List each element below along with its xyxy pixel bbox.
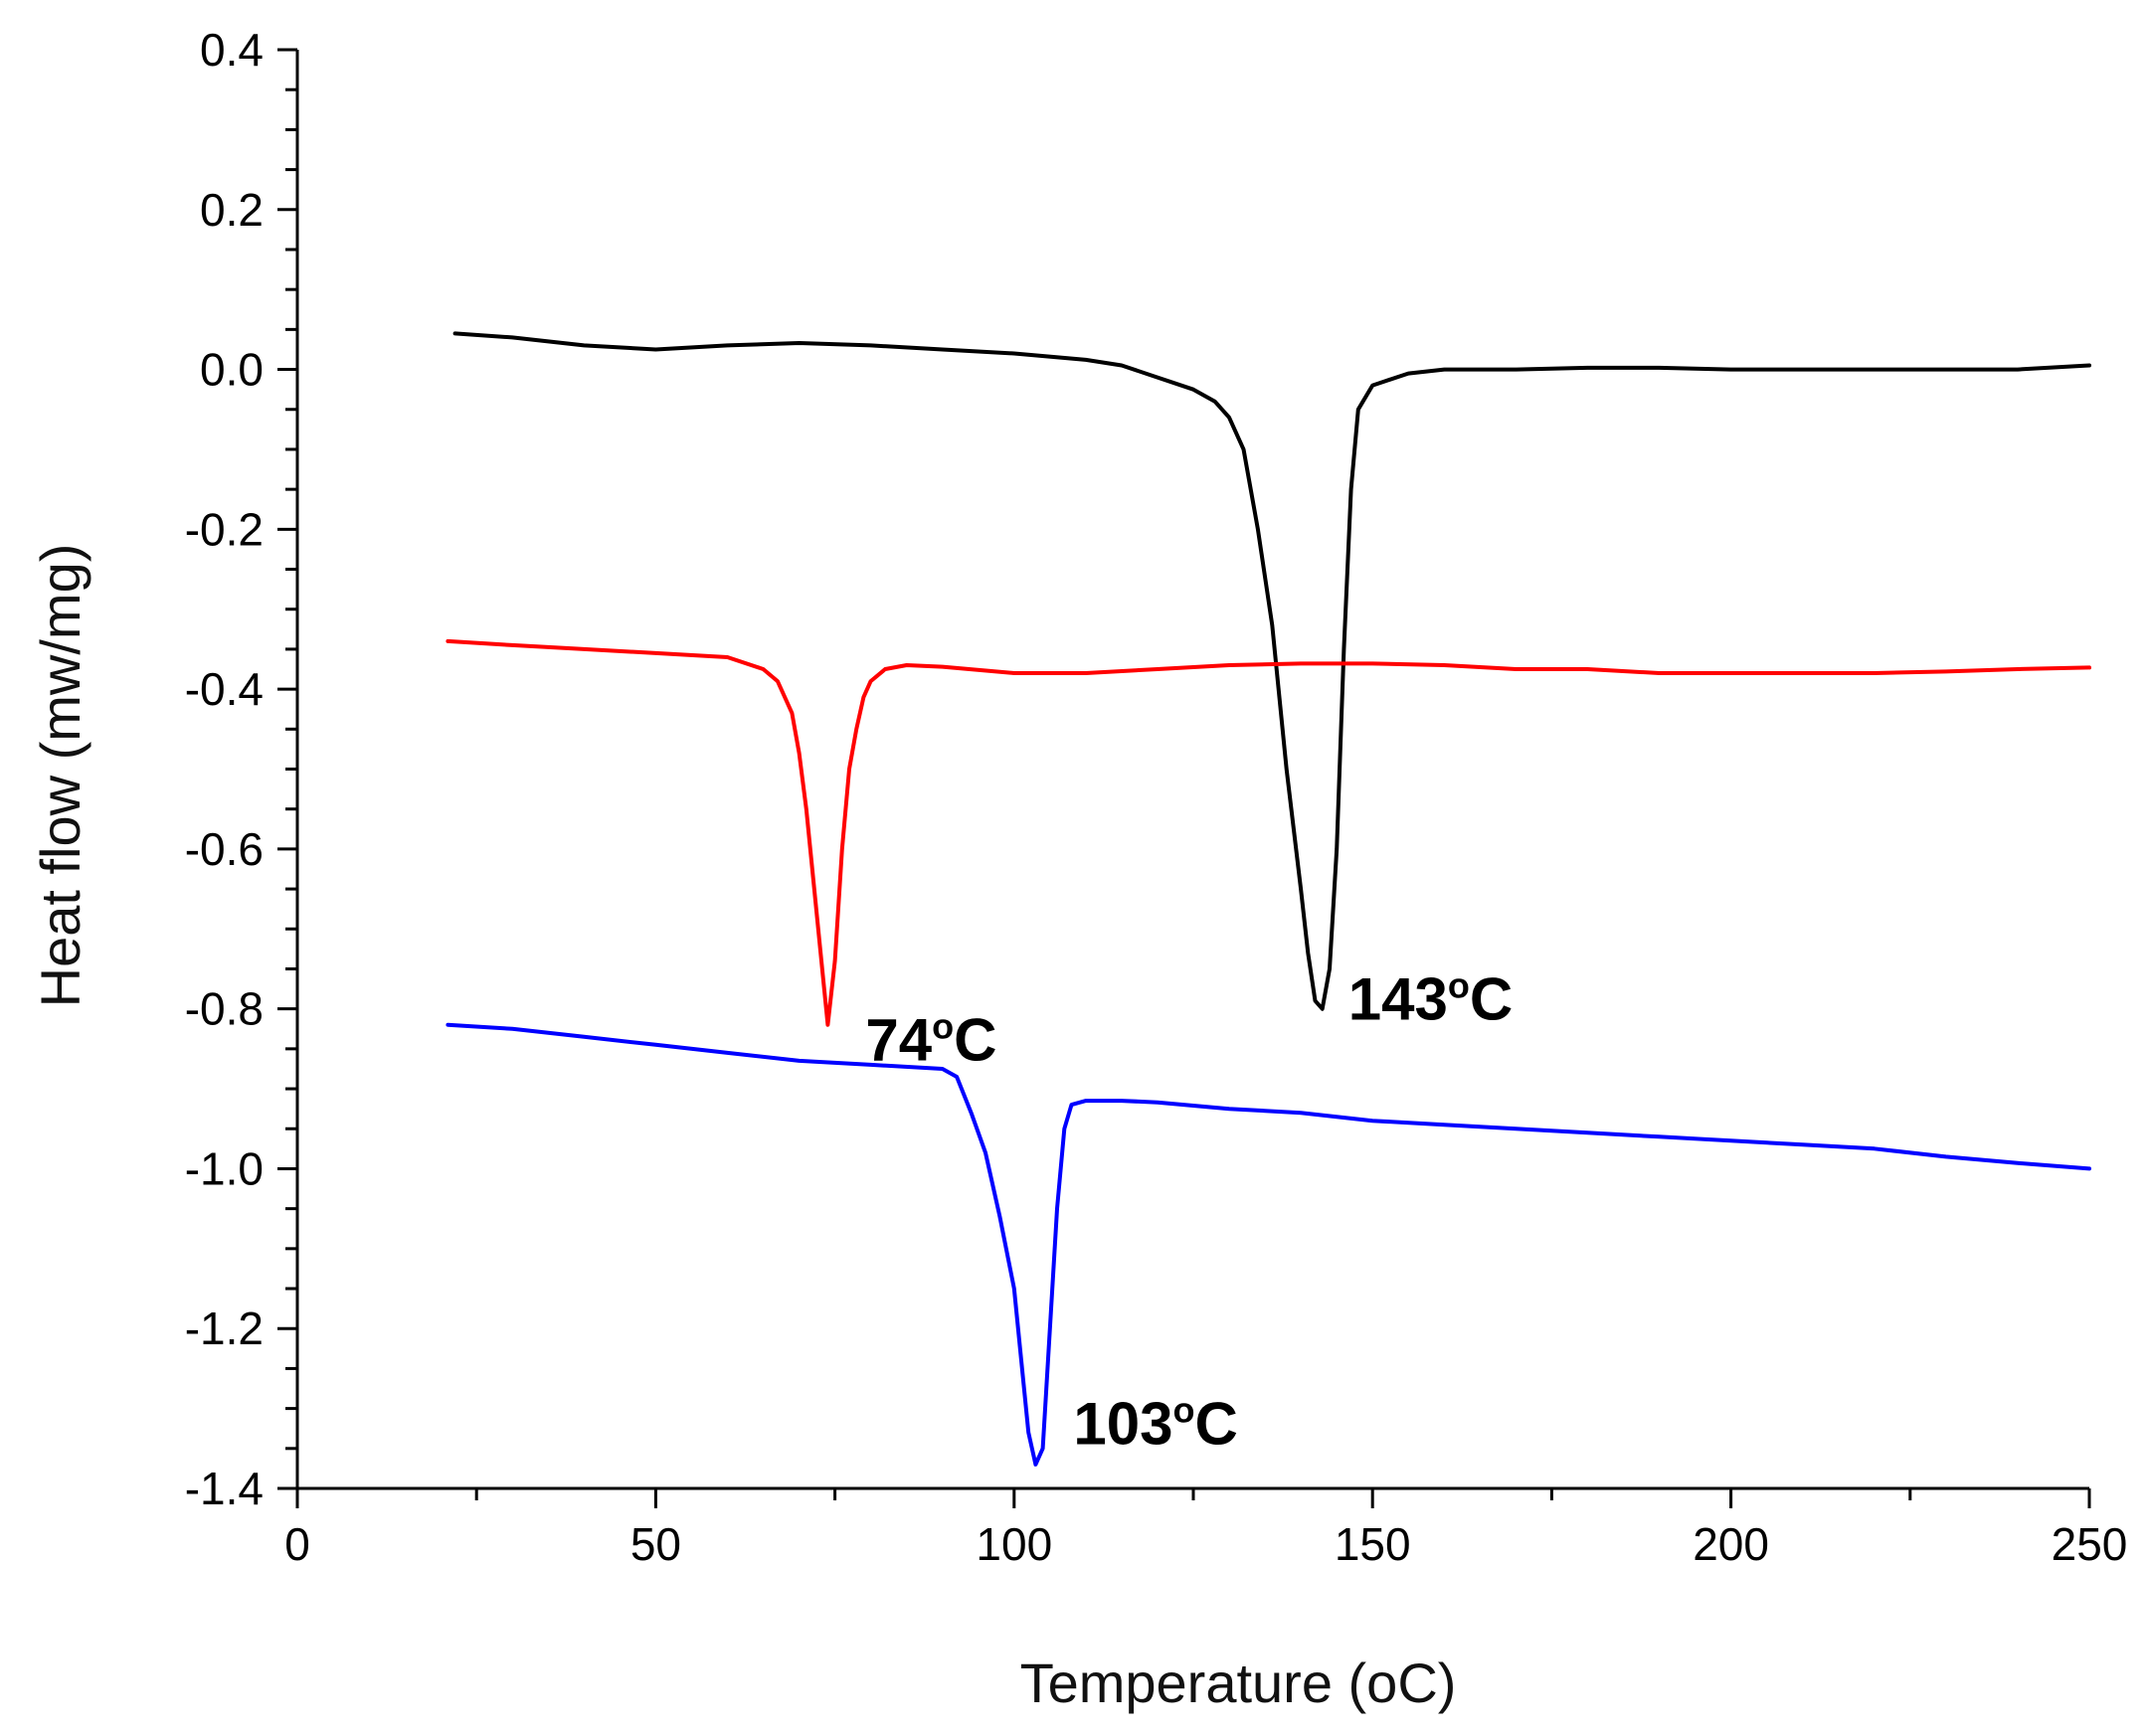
y-tick-label: 0.4 [200, 24, 264, 76]
axes [295, 50, 2089, 1490]
x-tick-label: 0 [284, 1518, 310, 1570]
y-tick-label: -0.4 [185, 663, 264, 715]
x-tick-label: 200 [1693, 1518, 1769, 1570]
y-tick-label: 0.2 [200, 184, 264, 236]
series-line-black [452, 331, 2091, 1011]
y-tick-label: -0.2 [185, 503, 264, 555]
x-tick-labels: 0 50 100 150 200 250 [284, 1518, 2127, 1570]
annotations: 74oC 143oC 103oC [865, 965, 1513, 1458]
series-line-blue [446, 1022, 2091, 1467]
y-axis-title: Heat flow (mw/mg) [29, 544, 91, 1008]
y-tick-label: -1.2 [185, 1302, 264, 1354]
series-line-red [446, 638, 2091, 1027]
series-group [446, 331, 2091, 1467]
y-axis-title-text: Heat flow (mw/mg) [29, 544, 91, 1008]
x-tick-label: 50 [630, 1518, 681, 1570]
peak-annotation: 74oC [865, 1006, 996, 1074]
x-axis-title: Temperature (oC) [1020, 1651, 1457, 1714]
y-tick-label: -0.6 [185, 823, 264, 875]
y-tick-label: 0.0 [200, 344, 264, 396]
peak-annotation: 143oC [1348, 965, 1513, 1033]
x-tick-label: 150 [1335, 1518, 1411, 1570]
x-axis-title-text: Temperature (oC) [1020, 1651, 1457, 1714]
y-tick-label: -0.8 [185, 983, 264, 1035]
x-tick-label: 250 [2052, 1518, 2128, 1570]
peak-annotation: 103oC [1073, 1390, 1237, 1458]
y-tick-label: -1.0 [185, 1142, 264, 1194]
y-tick-label: -1.4 [185, 1463, 264, 1514]
x-tick-label: 100 [976, 1518, 1052, 1570]
tick-marks [277, 48, 2091, 1508]
y-tick-labels: 0.4 0.2 0.0 -0.2 -0.4 -0.6 -0.8 -1.0 -1.2 -1.4 [185, 24, 264, 1514]
